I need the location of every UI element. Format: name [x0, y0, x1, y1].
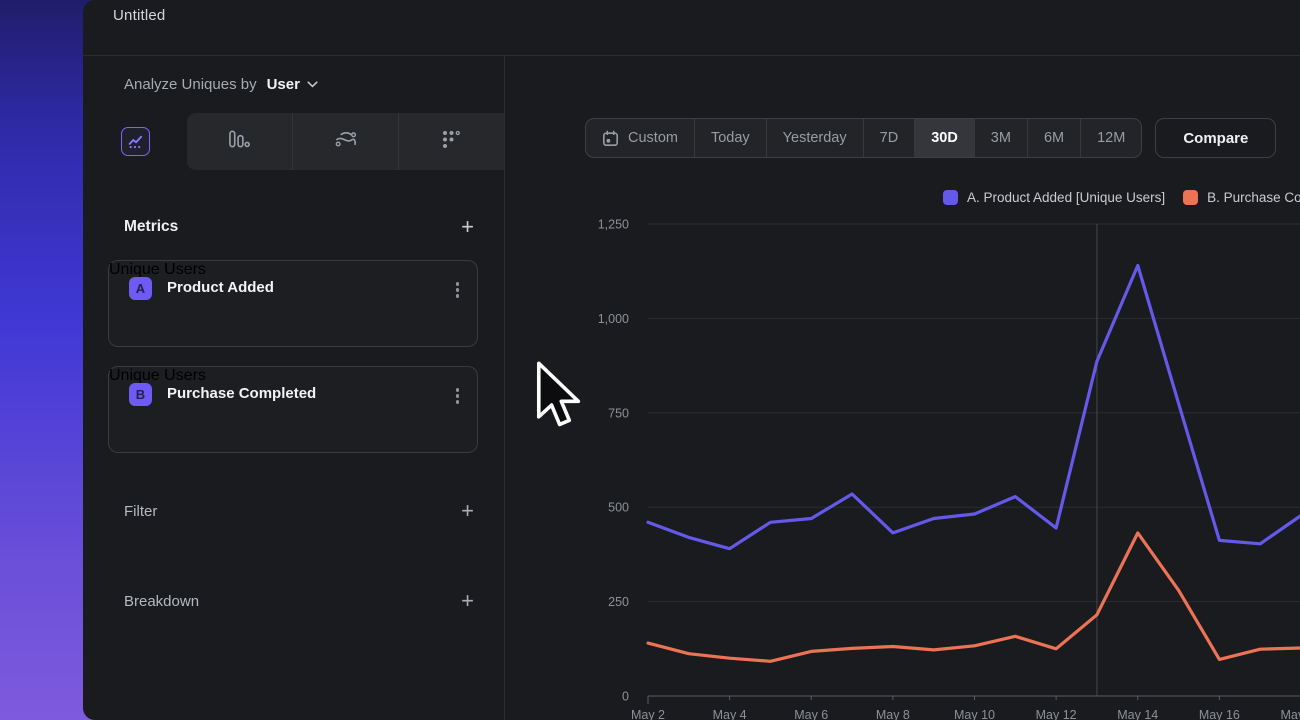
document-title[interactable]: Untitled [113, 7, 165, 24]
line-chart[interactable]: 0 250 500 750 1,000 1,250 May 2 May 4 May 6 May 8… [506, 56, 1300, 720]
tab-funnel-chart[interactable] [398, 113, 504, 170]
top-bar: Untitled [83, 0, 1300, 56]
y-axis-label: 500 [608, 501, 629, 515]
chart-type-tab-group [187, 113, 504, 170]
tab-flow-chart[interactable] [292, 113, 398, 170]
series-line-b[interactable] [648, 533, 1300, 661]
metric-badge-b: B [129, 383, 152, 406]
chart-panel: CustomTodayYesterday7D30D3M6M12M Compare… [506, 56, 1300, 720]
x-axis-label: May 14 [1117, 708, 1158, 720]
analyze-label: Analyze Uniques by [124, 76, 257, 93]
metric-subtitle: Unique Users [109, 261, 206, 278]
x-axis-label: May 2 [631, 708, 665, 720]
metric-title: Purchase Completed [167, 385, 316, 402]
kebab-menu-icon[interactable] [452, 384, 464, 408]
bar-chart-icon [229, 130, 250, 153]
y-axis-label: 1,000 [598, 312, 629, 326]
x-axis-label: May 18 [1281, 708, 1300, 720]
funnel-chart-icon [442, 130, 461, 154]
breakdown-heading: Breakdown [124, 593, 199, 610]
metric-subtitle: Unique Users [109, 367, 206, 384]
analyze-by-value: User [267, 76, 300, 93]
screen: Untitled Analyze Uniques by User [0, 0, 1300, 720]
line-chart-icon [121, 127, 150, 156]
add-filter-button[interactable]: + [461, 501, 474, 521]
kebab-menu-icon[interactable] [452, 278, 464, 302]
metrics-heading: Metrics [124, 218, 178, 236]
tab-line-chart[interactable] [83, 113, 187, 170]
flow-chart-icon [335, 131, 357, 153]
x-axis-label: May 16 [1199, 708, 1240, 720]
chart-type-tabs [83, 113, 504, 170]
y-axis-label: 250 [608, 595, 629, 609]
x-axis-label: May 4 [713, 708, 747, 720]
app-window: Untitled Analyze Uniques by User [83, 0, 1300, 720]
analyze-by-dropdown[interactable]: User [267, 76, 318, 93]
filter-heading: Filter [124, 503, 157, 520]
y-axis-label: 0 [622, 690, 629, 704]
x-axis-label: May 12 [1036, 708, 1077, 720]
y-axis-label: 750 [608, 406, 629, 420]
x-axis-label: May 6 [794, 708, 828, 720]
metric-title: Product Added [167, 279, 274, 296]
tab-bar-chart[interactable] [187, 113, 292, 170]
add-metric-button[interactable]: + [461, 217, 474, 237]
x-axis-label: May 10 [954, 708, 995, 720]
metric-badge-a: A [129, 277, 152, 300]
query-sidebar: Analyze Uniques by User [83, 56, 505, 720]
filter-section-header: Filter + [124, 501, 474, 521]
breakdown-section-header: Breakdown + [124, 591, 474, 611]
add-breakdown-button[interactable]: + [461, 591, 474, 611]
analyze-row: Analyze Uniques by User [124, 56, 318, 112]
cursor-pointer-icon [536, 361, 586, 431]
y-axis-label: 1,250 [598, 218, 629, 232]
x-axis-label: May 8 [876, 708, 910, 720]
metric-card-a[interactable]: A Product Added Unique Users [108, 260, 478, 347]
metric-card-b[interactable]: B Purchase Completed Unique Users [108, 366, 478, 453]
metrics-section-header: Metrics + [124, 217, 474, 237]
series-line-a[interactable] [648, 266, 1300, 549]
chevron-down-icon [307, 81, 318, 88]
